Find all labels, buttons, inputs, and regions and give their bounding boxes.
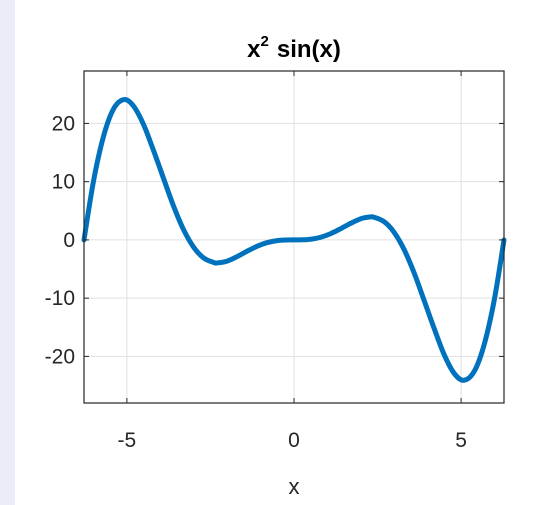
- series-line: [81, 97, 507, 383]
- x-tick-label: -5: [118, 429, 137, 452]
- y-tick-label: -20: [45, 345, 75, 368]
- title-exponent: 2: [261, 33, 269, 50]
- y-tick-label: 20: [52, 112, 75, 135]
- tick-layer: -5 0 5 -20 -10 0 10 20: [45, 71, 504, 452]
- y-tick-label: 10: [52, 171, 75, 194]
- y-tick-label: -10: [45, 287, 75, 310]
- title-rest: sin(x): [277, 36, 341, 63]
- x-axis-label: x: [289, 474, 300, 499]
- x-tick-label: 5: [455, 429, 467, 452]
- figure-panel: -5 0 5 -20 -10 0 10 20 x2 sin(x) x: [15, 0, 541, 505]
- x-tick-label: 0: [288, 429, 300, 452]
- chart-title: x2 sin(x): [247, 33, 341, 63]
- title-base: x: [247, 36, 261, 63]
- y-tick-label: 0: [63, 229, 75, 252]
